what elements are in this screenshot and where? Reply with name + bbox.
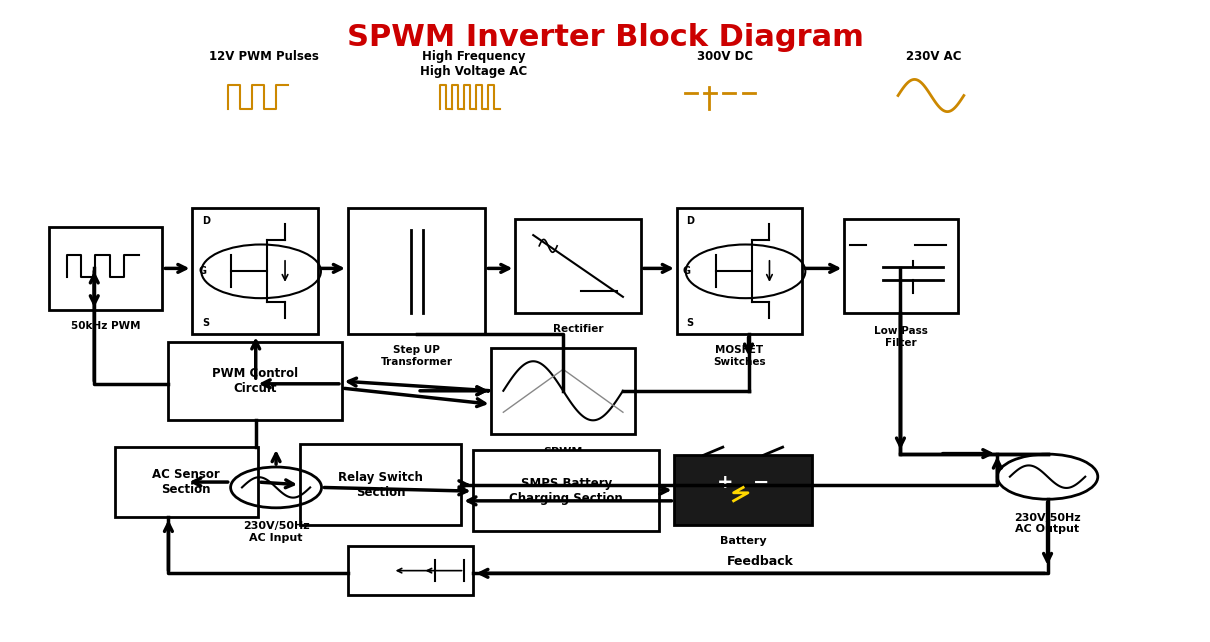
Text: MOSFET
Switches: MOSFET Switches [229, 345, 282, 367]
FancyBboxPatch shape [48, 227, 162, 310]
FancyBboxPatch shape [168, 342, 342, 421]
Text: PWM Control
Circuit: PWM Control Circuit [212, 367, 298, 395]
Text: D: D [202, 216, 209, 227]
Text: D: D [686, 216, 695, 227]
FancyBboxPatch shape [674, 455, 812, 525]
FancyBboxPatch shape [347, 546, 473, 594]
FancyBboxPatch shape [115, 447, 258, 517]
FancyBboxPatch shape [515, 219, 641, 313]
FancyBboxPatch shape [300, 444, 461, 525]
Text: SMPS Battery
Charging Section: SMPS Battery Charging Section [509, 476, 623, 505]
FancyBboxPatch shape [491, 348, 635, 434]
Text: Step UP
Transformer: Step UP Transformer [381, 345, 453, 367]
Text: AC Sensor
Section: AC Sensor Section [152, 468, 220, 496]
FancyBboxPatch shape [845, 219, 958, 313]
Text: Relay Switch
Section: Relay Switch Section [339, 471, 423, 499]
Text: High Frequency
High Voltage AC: High Frequency High Voltage AC [420, 50, 528, 78]
Text: 12V PWM Pulses: 12V PWM Pulses [209, 50, 319, 63]
FancyBboxPatch shape [192, 208, 318, 334]
Text: 230V AC: 230V AC [906, 50, 962, 63]
Text: −: − [753, 473, 770, 492]
Text: G: G [682, 266, 691, 276]
Text: SPWM: SPWM [543, 447, 583, 457]
Text: Rectifier: Rectifier [553, 324, 604, 334]
Text: 230V/50Hz
AC Output: 230V/50Hz AC Output [1014, 513, 1081, 534]
Text: S: S [686, 318, 693, 328]
FancyBboxPatch shape [473, 450, 658, 532]
Text: Feedback: Feedback [727, 555, 794, 568]
Text: MOSFET
Switches: MOSFET Switches [713, 345, 766, 367]
Text: Low Pass
Filter: Low Pass Filter [874, 326, 928, 348]
Text: +: + [718, 473, 733, 492]
Text: 300V DC: 300V DC [697, 50, 753, 63]
FancyBboxPatch shape [347, 208, 485, 334]
Text: 50kHz PWM: 50kHz PWM [71, 321, 140, 331]
Text: G: G [198, 266, 207, 276]
Text: S: S [202, 318, 209, 328]
Text: SPWM Inverter Block Diagram: SPWM Inverter Block Diagram [346, 22, 864, 51]
Text: 230V/50Hz
AC Input: 230V/50Hz AC Input [243, 521, 310, 543]
Text: Battery: Battery [720, 535, 766, 546]
FancyBboxPatch shape [676, 208, 802, 334]
